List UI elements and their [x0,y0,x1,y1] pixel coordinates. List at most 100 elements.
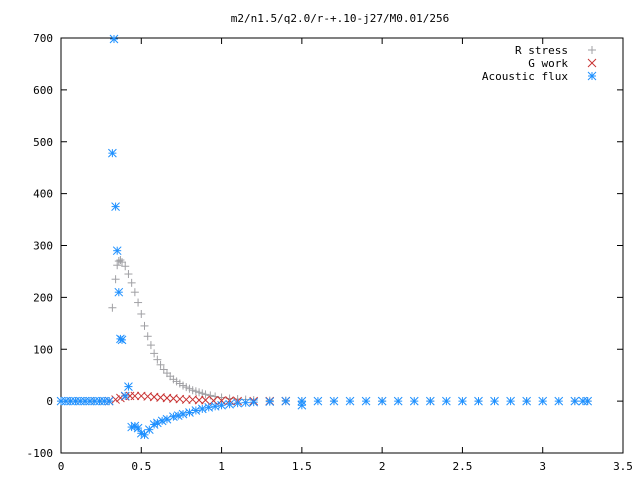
data-point [114,287,124,297]
data-point [490,396,499,406]
data-point [153,355,162,364]
data-point [113,261,122,270]
data-point [120,391,130,401]
data-point [281,396,291,406]
data-point [185,384,194,393]
data-point [194,395,204,405]
x-tick-label: 0 [58,460,65,473]
data-point [185,408,194,417]
data-point [143,332,152,341]
data-point [112,246,122,256]
data-point [329,396,339,406]
legend-label: R stress [515,44,568,57]
data-point [442,396,451,406]
data-point [217,400,226,410]
data-point [169,375,178,384]
x-tick-label: 0.5 [131,460,151,473]
data-point [191,387,200,396]
data-point [104,396,114,406]
y-tick-label: -100 [27,447,54,460]
legend-marker [587,58,597,68]
x-tick-label: 3.5 [613,460,633,473]
axes-layer: 0 0.5 1 1.5 2 2.5 3 3.5 -100 0 100 200 300 400 500 600 7… [27,32,633,473]
data-point [265,397,275,406]
data-point [197,404,207,414]
data-point [570,396,580,406]
y-tick-label: 500 [33,136,53,149]
y-tick-label: 600 [33,84,53,97]
data-point [191,406,201,415]
data-point [554,396,564,406]
data-point [182,383,191,392]
legend-label: G work [528,57,568,70]
data-point [409,396,419,406]
data-point [159,365,168,374]
data-point [108,148,117,158]
data-point [150,349,159,358]
data-point [241,398,251,408]
series-star [56,34,593,440]
data-point [393,396,403,406]
chart-title: m2/n1.5/q2.0/r-+.10-j27/M0.01/256 [231,12,450,25]
data-point [198,389,207,398]
data-point [538,396,548,406]
y-tick-label: 0 [46,395,53,408]
data-point [121,262,130,271]
legend-marker [587,71,597,81]
series-layer [56,34,593,440]
data-point [146,341,155,350]
data-point [175,379,184,388]
data-point [118,258,127,267]
data-point [124,270,133,279]
data-point [474,396,483,406]
x-tick-label: 1 [218,460,225,473]
data-point [140,430,149,440]
data-point [127,278,136,287]
data-point [458,396,467,406]
data-point [117,335,127,345]
data-point [249,397,259,407]
data-point [313,396,323,406]
data-point [209,396,218,405]
legend-label: Acoustic flux [482,70,568,83]
x-tick-label: 2 [379,460,386,473]
data-point [201,395,210,405]
data-point [297,396,307,406]
data-point [108,303,117,312]
data-point [111,275,120,284]
data-point [181,395,191,404]
data-point [522,396,532,406]
y-tick-label: 100 [33,343,53,356]
y-tick-label: 200 [33,291,53,304]
y-tick-label: 400 [33,188,53,201]
data-point [225,399,234,409]
data-point [140,321,149,330]
data-point [583,396,593,406]
data-point [130,288,139,297]
data-point [377,396,387,406]
data-point [137,309,146,318]
x-tick-label: 1.5 [292,460,312,473]
data-point [156,360,165,369]
data-point [116,393,125,403]
y-tick-label: 700 [33,32,53,45]
data-point [109,34,119,44]
x-tick-label: 3 [539,460,546,473]
y-tick-label: 300 [33,240,53,253]
data-point [124,382,133,391]
data-point [134,298,143,307]
data-point [361,396,371,406]
data-point [195,388,204,397]
data-point [506,396,515,406]
data-point [345,396,355,406]
data-point [114,257,123,266]
legend-marker [588,46,596,54]
data-point [201,390,210,399]
data-point [116,256,125,265]
data-point [144,425,154,435]
data-point [233,398,242,408]
